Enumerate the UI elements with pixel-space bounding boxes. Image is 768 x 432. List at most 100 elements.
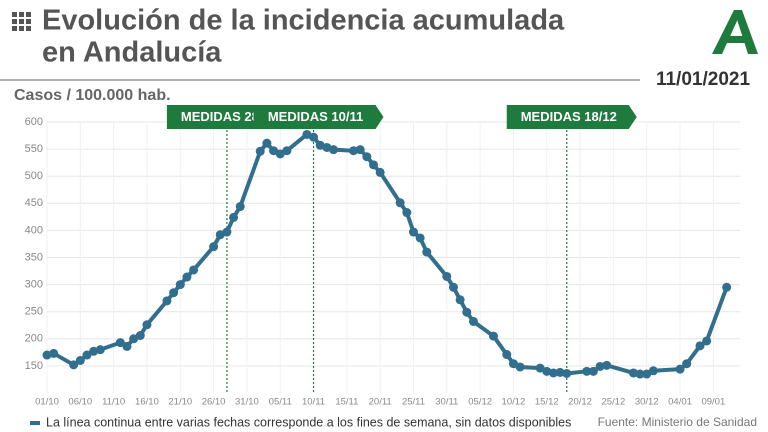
point	[162, 296, 172, 306]
point	[635, 369, 645, 379]
annotation-box	[506, 105, 637, 129]
point	[75, 355, 85, 365]
x-tick-label: 16/10	[135, 397, 159, 408]
x-tick-label: 15/12	[535, 397, 559, 408]
point	[722, 282, 732, 292]
point	[142, 320, 152, 330]
point	[349, 146, 359, 156]
point	[548, 368, 558, 378]
point	[235, 202, 245, 212]
title: en Andalucía	[42, 37, 222, 69]
point	[69, 360, 79, 370]
point	[95, 345, 105, 355]
point	[122, 341, 132, 351]
point	[82, 350, 92, 360]
x-tick-label: 11/10	[102, 397, 125, 408]
x-tick-label: 21/10	[168, 397, 192, 408]
x-tick-label: 05/12	[468, 397, 492, 408]
point	[488, 331, 498, 341]
point	[49, 348, 59, 358]
x-tick-label: 06/10	[68, 397, 92, 408]
point	[515, 362, 525, 372]
point	[395, 198, 405, 208]
y-tick-label: 550	[25, 143, 43, 155]
annotation-box	[253, 105, 384, 129]
point	[255, 146, 265, 156]
point	[309, 132, 319, 142]
point	[555, 367, 565, 377]
point	[582, 366, 592, 376]
point	[648, 366, 658, 376]
point	[275, 149, 285, 159]
line	[46, 132, 729, 377]
x-tick-label: 25/11	[402, 397, 425, 408]
annotation-label: MEDIDAS 10/11	[268, 109, 363, 124]
point	[602, 360, 612, 370]
point	[508, 359, 518, 369]
point	[462, 307, 472, 317]
x-tick-label: 09/01	[701, 397, 725, 408]
point	[355, 145, 365, 155]
date-box	[640, 68, 768, 92]
point	[448, 282, 458, 292]
point	[115, 338, 125, 348]
source: Fuente: Ministerio de Sanidad	[598, 415, 757, 429]
x-tick-label: 25/12	[602, 397, 626, 408]
point	[455, 295, 465, 305]
y-tick-label: 250	[25, 306, 43, 318]
point	[642, 369, 652, 379]
point	[442, 271, 452, 281]
x-tick-label: 30/12	[635, 397, 659, 408]
point	[408, 227, 418, 237]
point	[175, 280, 185, 290]
point	[535, 363, 545, 373]
y-tick-label: 400	[25, 224, 43, 236]
x-tick-label: 05/11	[269, 397, 292, 408]
x-tick-label: 10/12	[502, 397, 526, 408]
x-tick-label: 20/11	[369, 397, 392, 408]
point	[189, 265, 199, 275]
point	[402, 208, 412, 218]
x-tick-label: 20/12	[568, 397, 592, 408]
point	[695, 341, 705, 351]
point	[628, 368, 638, 378]
point	[269, 146, 279, 156]
point	[675, 364, 685, 374]
point	[502, 350, 512, 360]
annotation-label: MEDIDAS 18/12	[521, 109, 617, 124]
point	[169, 288, 179, 298]
logo	[712, 10, 758, 54]
point	[595, 361, 605, 371]
y-tick-label: 350	[25, 251, 43, 263]
point	[362, 152, 372, 162]
x-tick-label: 10/11	[302, 397, 325, 408]
point	[329, 145, 339, 155]
point	[209, 242, 219, 252]
point	[702, 336, 712, 346]
point	[375, 167, 385, 177]
point	[562, 368, 572, 378]
point	[182, 272, 192, 282]
x-tick-label: 15/11	[335, 397, 358, 408]
point	[229, 212, 239, 222]
y-tick-label: 450	[25, 197, 43, 209]
y-tick-label: 500	[25, 170, 43, 182]
point	[468, 316, 478, 326]
point	[415, 233, 425, 243]
annotation-label: MEDIDAS 28/10	[181, 109, 277, 124]
y-tick-label: 300	[25, 279, 43, 291]
point	[282, 146, 292, 156]
y-tick-label: 150	[25, 360, 43, 372]
x-tick-label: 30/11	[435, 397, 458, 408]
x-tick-label: 26/10	[202, 397, 226, 408]
point	[422, 247, 432, 257]
note: La línea continua entre varias fechas co…	[46, 415, 571, 429]
point	[135, 331, 145, 341]
y-axis-title: Casos / 100.000 hab.	[14, 87, 171, 104]
x-tick-label: 04/01	[668, 397, 692, 408]
y-tick-label: 200	[25, 333, 43, 345]
x-tick-label: 31/10	[235, 397, 259, 408]
point	[588, 366, 598, 376]
point	[262, 138, 272, 148]
